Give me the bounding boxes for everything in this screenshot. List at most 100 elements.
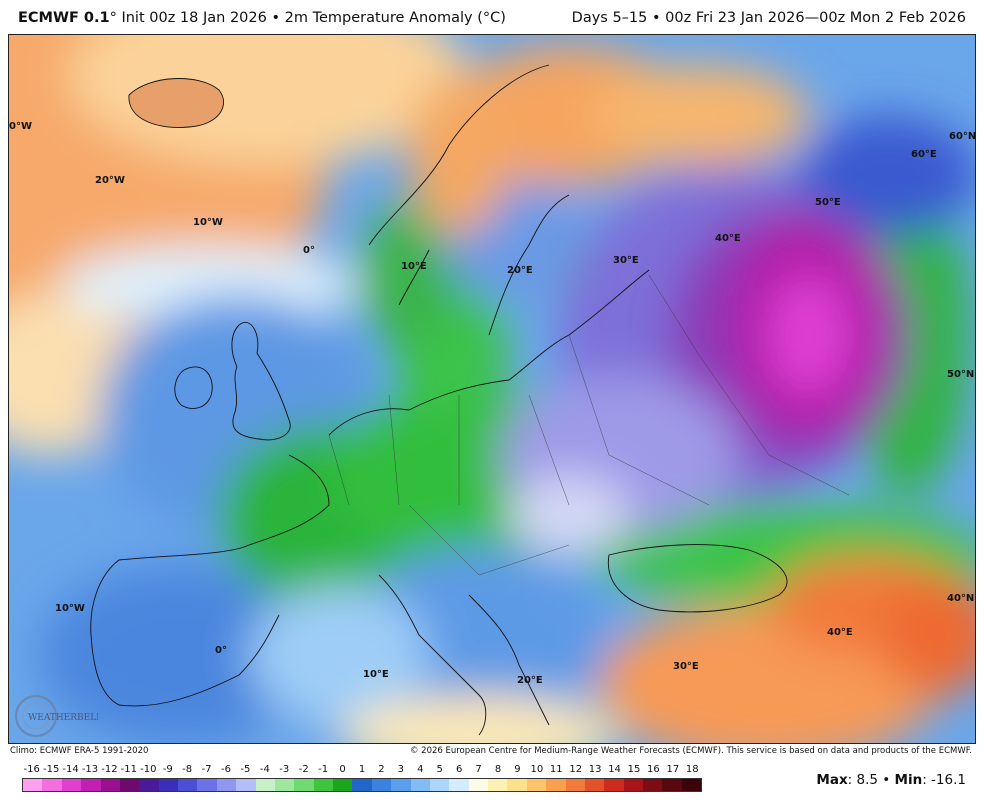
colorbar-swatch	[565, 779, 585, 791]
colorbar-swatch	[294, 779, 314, 791]
climo-note: Climo: ECMWF ERA-5 1991-2020	[10, 746, 149, 756]
colorbar-tick-label: 17	[666, 764, 680, 775]
colorbar-tick-label: 10	[530, 764, 544, 775]
colorbar-tick-label: -10	[140, 764, 157, 775]
colorbar-ticks: -16 -15 -14 -13 -12 -11 -10 -9 -8 -7 -6 -5 -4 -3 -2 -1 0…	[22, 764, 702, 778]
lon-label-10w: 10°W	[193, 217, 223, 228]
colorbar-tick-label: 5	[436, 764, 443, 775]
borders	[328, 274, 850, 576]
colorbar-tick-label: -5	[240, 764, 251, 775]
colorbar-swatch	[216, 779, 237, 791]
colorbar-swatch	[468, 779, 488, 791]
coastlines	[90, 64, 788, 736]
max-label: Max	[816, 772, 848, 788]
chart-title: ECMWF 0.1° Init 00z 18 Jan 2026 • 2m Tem…	[18, 10, 506, 26]
max-value: : 8.5 •	[847, 772, 895, 788]
colorbar-tick-label: 6	[455, 764, 463, 775]
copyright-note: © 2026 European Centre for Medium-Range …	[409, 746, 972, 756]
colorbar-tick-label: 13	[588, 764, 602, 775]
colorbar-tick-label: -14	[62, 764, 79, 775]
max-min-stats: Max: 8.5 • Min: -16.1	[816, 772, 966, 788]
lon-label-30e: 30°E	[613, 255, 639, 266]
colorbar-swatch	[681, 779, 702, 791]
colorbar-swatch	[507, 779, 527, 791]
colorbar-tick-label: 18	[685, 764, 699, 775]
lon-label-10e-south: 10°E	[363, 669, 389, 680]
colorbar-swatch	[61, 779, 82, 791]
lon-label-40e-south: 40°E	[827, 627, 853, 638]
colorbar-tick-label: 16	[647, 764, 660, 775]
colorbar-swatch	[643, 779, 663, 791]
colorbar-swatch	[119, 779, 140, 791]
colorbar-tick-label: -13	[81, 764, 99, 775]
colorbar-swatch	[255, 779, 275, 791]
colorbar-swatch	[274, 779, 295, 791]
colorbar-legend: -16 -15 -14 -13 -12 -11 -10 -9 -8 -7 -6 -5 -4 -3 -2 -1 0…	[22, 764, 702, 794]
lon-label-20e: 20°E	[507, 265, 533, 276]
weatherbell-logo: WEATHERBELL	[14, 694, 102, 740]
colorbar-tick-label: -12	[101, 764, 118, 775]
lon-label-60e: 60°E	[911, 149, 937, 160]
colorbar-swatch	[410, 779, 430, 791]
init-info: ° Init 00z 18 Jan 2026 • 2m Temperature …	[109, 10, 506, 26]
colorbar-tick-label: 3	[397, 764, 405, 775]
colorbar-swatch	[42, 779, 62, 791]
lon-label-0-south: 0°	[215, 645, 227, 656]
lon-label-10e: 10°E	[401, 261, 427, 272]
lat-label-40n: 40°N	[947, 593, 974, 604]
colorbar-swatch	[623, 779, 643, 791]
lon-label-40e: 40°E	[715, 233, 741, 244]
colorbar-tick-label: -4	[259, 764, 270, 775]
colorbar-tick-label: -2	[298, 764, 309, 775]
colorbar-tick-label: -9	[162, 764, 173, 775]
colorbar-tick-label: 14	[608, 764, 621, 775]
min-value: : -16.1	[922, 772, 966, 788]
colorbar-swatch	[139, 779, 159, 791]
header: ECMWF 0.1° Init 00z 18 Jan 2026 • 2m Tem…	[0, 0, 984, 34]
colorbar-swatch	[333, 779, 353, 791]
colorbar-swatch	[429, 779, 450, 791]
lon-label-30e-south: 30°E	[673, 661, 699, 672]
colorbar-tick-label: 9	[514, 764, 521, 775]
lon-label-0: 0°	[303, 245, 315, 256]
colorbar-swatches	[22, 778, 702, 792]
valid-period: Days 5–15 • 00z Fri 23 Jan 2026—00z Mon …	[571, 10, 966, 26]
lat-label-60n: 60°N	[949, 131, 976, 142]
colorbar-tick-label: -6	[221, 764, 231, 775]
colorbar-tick-label: -1	[318, 764, 329, 775]
colorbar-swatch	[488, 779, 508, 791]
svg-text:WEATHERBELL: WEATHERBELL	[28, 713, 98, 723]
colorbar-swatch	[178, 779, 198, 791]
colorbar-tick-label: 12	[569, 764, 583, 775]
colorbar-tick-label: -15	[42, 764, 60, 775]
colorbar-tick-label: 7	[475, 764, 482, 775]
lon-label-20e-south: 20°E	[517, 675, 543, 686]
colorbar-tick-label: 2	[378, 764, 385, 775]
colorbar-swatch	[352, 779, 372, 791]
colorbar-tick-label: 0	[339, 764, 346, 775]
colorbar-tick-label: -7	[201, 764, 212, 775]
colorbar-swatch	[158, 779, 178, 791]
colorbar-swatch	[236, 779, 256, 791]
colorbar-swatch	[604, 779, 624, 791]
model-name: ECMWF 0.1	[18, 10, 110, 26]
colorbar-swatch	[662, 779, 682, 791]
colorbar-swatch	[81, 779, 101, 791]
colorbar-tick-label: -11	[120, 764, 138, 775]
lon-label-10w-south: 10°W	[55, 603, 85, 614]
colorbar-swatch	[313, 779, 333, 791]
colorbar-swatch	[371, 779, 392, 791]
colorbar-tick-label: 1	[358, 764, 366, 775]
lon-label-50e: 50°E	[815, 197, 841, 208]
min-label: Min	[894, 772, 923, 788]
lon-label-20w: 20°W	[95, 175, 125, 186]
colorbar-swatch	[197, 779, 217, 791]
temperature-anomaly-map: 0°W 20°W 10°W 0° 10°E 20°E 30°E 40°E 50°…	[8, 34, 976, 744]
lat-label-50n: 50°N	[947, 369, 974, 380]
colorbar-tick-label: -16	[23, 764, 40, 775]
colorbar-tick-label: 11	[549, 764, 563, 775]
colorbar-tick-label: -3	[279, 764, 290, 775]
lon-label-0w: 0°W	[9, 121, 32, 132]
colorbar-tick-label: 4	[417, 764, 424, 775]
colorbar-swatch	[23, 779, 43, 791]
